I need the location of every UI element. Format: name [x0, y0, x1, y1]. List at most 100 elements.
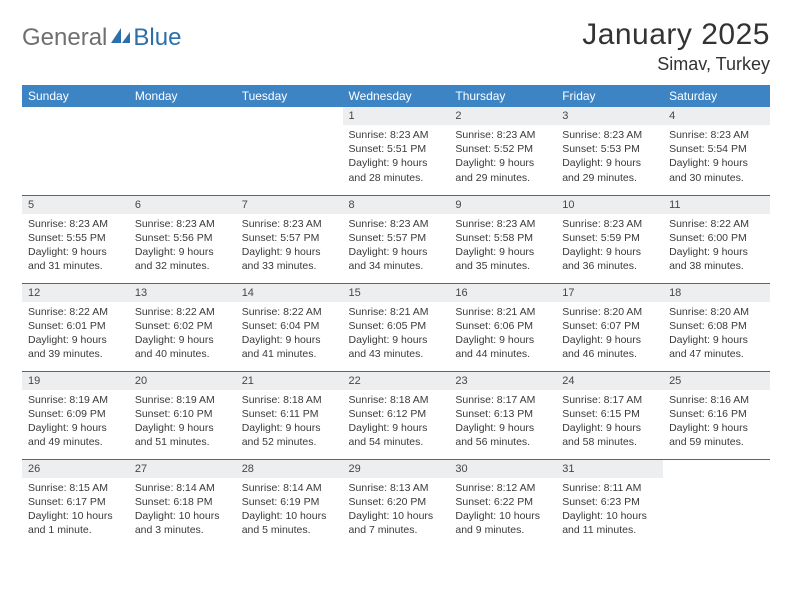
day-number: 5 — [22, 196, 129, 214]
sunrise-line: Sunrise: 8:17 AM — [562, 393, 657, 407]
calendar-empty-cell — [236, 107, 343, 195]
calendar-day-cell: 26Sunrise: 8:15 AMSunset: 6:17 PMDayligh… — [22, 459, 129, 547]
sunrise-line: Sunrise: 8:15 AM — [28, 481, 123, 495]
daylight-line: Daylight: 10 hours and 3 minutes. — [135, 509, 230, 537]
page-title: January 2025 — [582, 18, 770, 52]
sunset-line: Sunset: 5:55 PM — [28, 231, 123, 245]
sunset-line: Sunset: 6:05 PM — [349, 319, 444, 333]
weekday-header: Wednesday — [343, 85, 450, 107]
daylight-line: Daylight: 10 hours and 9 minutes. — [455, 509, 550, 537]
sunrise-line: Sunrise: 8:17 AM — [455, 393, 550, 407]
sunrise-line: Sunrise: 8:21 AM — [455, 305, 550, 319]
sunset-line: Sunset: 6:23 PM — [562, 495, 657, 509]
sunset-line: Sunset: 6:19 PM — [242, 495, 337, 509]
daylight-line: Daylight: 9 hours and 31 minutes. — [28, 245, 123, 273]
calendar-day-cell: 21Sunrise: 8:18 AMSunset: 6:11 PMDayligh… — [236, 371, 343, 459]
sunset-line: Sunset: 6:15 PM — [562, 407, 657, 421]
day-details: Sunrise: 8:12 AMSunset: 6:22 PMDaylight:… — [449, 478, 556, 542]
calendar-day-cell: 24Sunrise: 8:17 AMSunset: 6:15 PMDayligh… — [556, 371, 663, 459]
calendar-day-cell: 19Sunrise: 8:19 AMSunset: 6:09 PMDayligh… — [22, 371, 129, 459]
day-details: Sunrise: 8:19 AMSunset: 6:10 PMDaylight:… — [129, 390, 236, 454]
location-label: Simav, Turkey — [582, 54, 770, 75]
daylight-line: Daylight: 10 hours and 5 minutes. — [242, 509, 337, 537]
day-number: 28 — [236, 460, 343, 478]
daylight-line: Daylight: 9 hours and 28 minutes. — [349, 156, 444, 184]
sunset-line: Sunset: 6:00 PM — [669, 231, 764, 245]
sunset-line: Sunset: 5:57 PM — [349, 231, 444, 245]
daylight-line: Daylight: 10 hours and 11 minutes. — [562, 509, 657, 537]
sunrise-line: Sunrise: 8:23 AM — [562, 217, 657, 231]
calendar-day-cell: 20Sunrise: 8:19 AMSunset: 6:10 PMDayligh… — [129, 371, 236, 459]
sunset-line: Sunset: 5:57 PM — [242, 231, 337, 245]
calendar-day-cell: 28 Sunrise: 8:14 AMSunset: 6:19 PMDayligh… — [236, 459, 343, 547]
day-number: 29 — [343, 460, 450, 478]
calendar-day-cell: 29Sunrise: 8:13 AMSunset: 6:20 PMDayligh… — [343, 459, 450, 547]
calendar-day-cell: 3Sunrise: 8:23 AMSunset: 5:53 PMDaylight… — [556, 107, 663, 195]
daylight-line: Daylight: 10 hours and 7 minutes. — [349, 509, 444, 537]
calendar-day-cell: 6Sunrise: 8:23 AMSunset: 5:56 PMDaylight… — [129, 195, 236, 283]
sunrise-line: Sunrise: 8:23 AM — [455, 128, 550, 142]
calendar-week-row: 5Sunrise: 8:23 AMSunset: 5:55 PMDaylight… — [22, 195, 770, 283]
sunset-line: Sunset: 6:11 PM — [242, 407, 337, 421]
logo-text-general: General — [22, 24, 107, 52]
weekday-header: Monday — [129, 85, 236, 107]
day-number: 15 — [343, 284, 450, 302]
sunrise-line: Sunrise: 8:14 AM — [242, 481, 337, 495]
day-number: 20 — [129, 372, 236, 390]
daylight-line: Daylight: 9 hours and 33 minutes. — [242, 245, 337, 273]
sunset-line: Sunset: 6:13 PM — [455, 407, 550, 421]
day-details: Sunrise: 8:22 AMSunset: 6:04 PMDaylight:… — [236, 302, 343, 366]
sunset-line: Sunset: 5:52 PM — [455, 142, 550, 156]
calendar-day-cell: 2Sunrise: 8:23 AMSunset: 5:52 PMDaylight… — [449, 107, 556, 195]
day-number: 11 — [663, 196, 770, 214]
day-number: 7 — [236, 196, 343, 214]
sunset-line: Sunset: 6:04 PM — [242, 319, 337, 333]
day-details: Sunrise: 8:20 AMSunset: 6:07 PMDaylight:… — [556, 302, 663, 366]
day-details: Sunrise: 8:19 AMSunset: 6:09 PMDaylight:… — [22, 390, 129, 454]
sunrise-line: Sunrise: 8:23 AM — [242, 217, 337, 231]
calendar-day-cell: 15Sunrise: 8:21 AMSunset: 6:05 PMDayligh… — [343, 283, 450, 371]
sunrise-line: Sunrise: 8:22 AM — [28, 305, 123, 319]
daylight-line: Daylight: 9 hours and 43 minutes. — [349, 333, 444, 361]
sunset-line: Sunset: 6:16 PM — [669, 407, 764, 421]
weekday-header: Saturday — [663, 85, 770, 107]
weekday-header: Tuesday — [236, 85, 343, 107]
daylight-line: Daylight: 9 hours and 40 minutes. — [135, 333, 230, 361]
day-number: 4 — [663, 107, 770, 125]
weekday-header: Friday — [556, 85, 663, 107]
title-block: January 2025 Simav, Turkey — [582, 18, 770, 75]
sunrise-line: Sunrise: 8:22 AM — [242, 305, 337, 319]
day-number: 27 — [129, 460, 236, 478]
calendar-day-cell: 1Sunrise: 8:23 AMSunset: 5:51 PMDaylight… — [343, 107, 450, 195]
daylight-line: Daylight: 9 hours and 44 minutes. — [455, 333, 550, 361]
daylight-line: Daylight: 9 hours and 34 minutes. — [349, 245, 444, 273]
calendar-empty-cell — [22, 107, 129, 195]
day-details: Sunrise: 8:23 AMSunset: 5:55 PMDaylight:… — [22, 214, 129, 278]
day-number: 21 — [236, 372, 343, 390]
daylight-line: Daylight: 9 hours and 35 minutes. — [455, 245, 550, 273]
sunrise-line: Sunrise: 8:22 AM — [135, 305, 230, 319]
sunrise-line: Sunrise: 8:14 AM — [135, 481, 230, 495]
daylight-line: Daylight: 9 hours and 58 minutes. — [562, 421, 657, 449]
calendar-week-row: 19Sunrise: 8:19 AMSunset: 6:09 PMDayligh… — [22, 371, 770, 459]
day-details: Sunrise: 8:22 AMSunset: 6:02 PMDaylight:… — [129, 302, 236, 366]
sunrise-line: Sunrise: 8:23 AM — [349, 128, 444, 142]
calendar-day-cell: 14Sunrise: 8:22 AMSunset: 6:04 PMDayligh… — [236, 283, 343, 371]
day-number: 23 — [449, 372, 556, 390]
calendar-day-cell: 7 Sunrise: 8:23 AMSunset: 5:57 PMDaylight… — [236, 195, 343, 283]
day-details: Sunrise: 8:21 AMSunset: 6:06 PMDaylight:… — [449, 302, 556, 366]
calendar-day-cell: 22Sunrise: 8:18 AMSunset: 6:12 PMDayligh… — [343, 371, 450, 459]
day-number: 22 — [343, 372, 450, 390]
day-number: 26 — [22, 460, 129, 478]
daylight-line: Daylight: 9 hours and 41 minutes. — [242, 333, 337, 361]
sunset-line: Sunset: 5:58 PM — [455, 231, 550, 245]
sunrise-line: Sunrise: 8:23 AM — [349, 217, 444, 231]
day-number: 3 — [556, 107, 663, 125]
day-number: 19 — [22, 372, 129, 390]
daylight-line: Daylight: 9 hours and 59 minutes. — [669, 421, 764, 449]
sunset-line: Sunset: 6:02 PM — [135, 319, 230, 333]
sunrise-line: Sunrise: 8:23 AM — [669, 128, 764, 142]
day-number: 16 — [449, 284, 556, 302]
calendar-week-row: 12Sunrise: 8:22 AMSunset: 6:01 PMDayligh… — [22, 283, 770, 371]
sunset-line: Sunset: 6:17 PM — [28, 495, 123, 509]
